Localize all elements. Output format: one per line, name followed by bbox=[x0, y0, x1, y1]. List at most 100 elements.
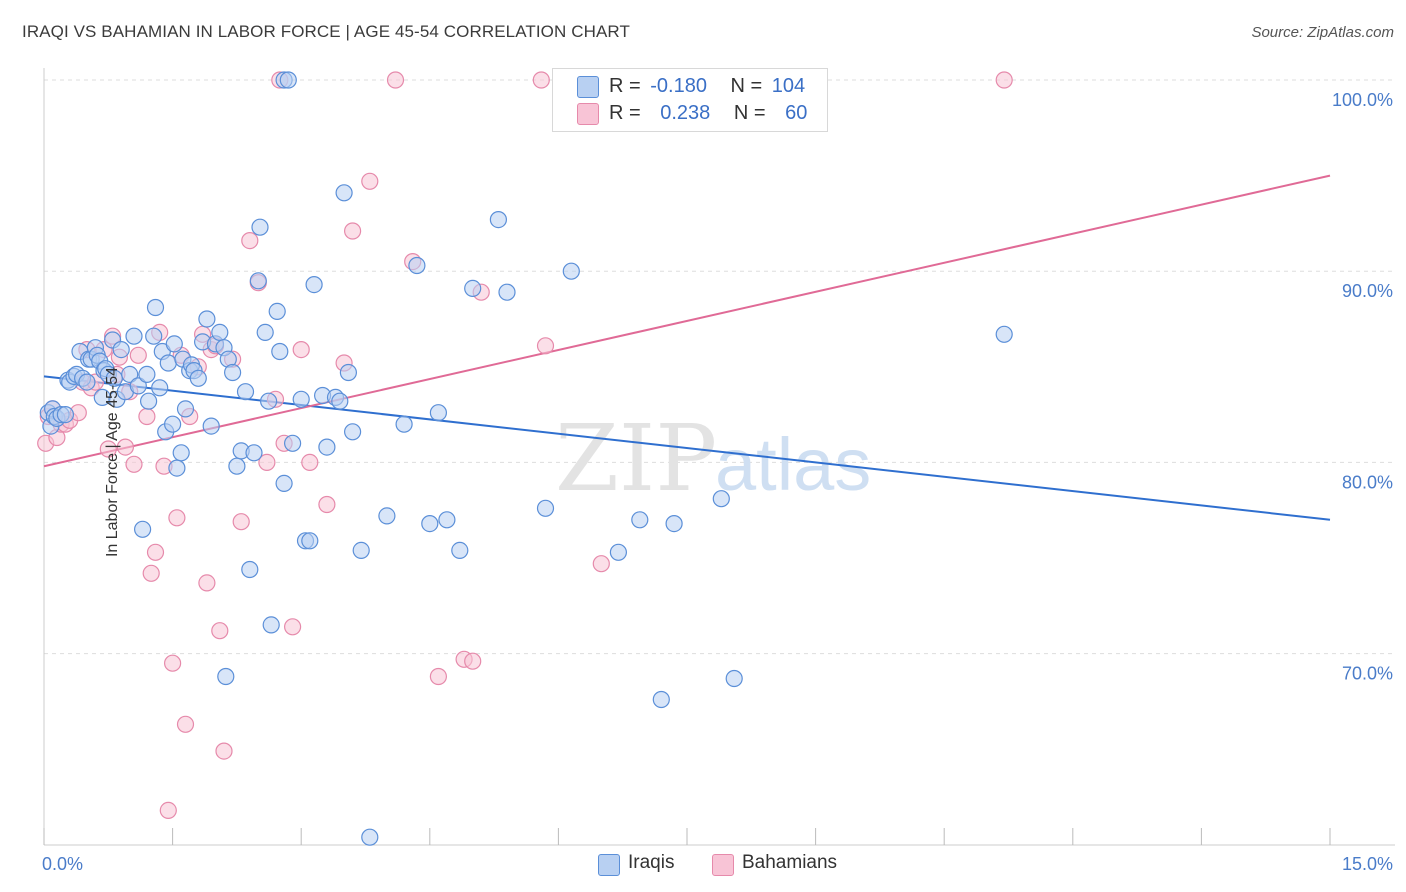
bahamians-point bbox=[146, 543, 165, 561]
y-axis-label: In Labor Force | Age 45-54 bbox=[104, 366, 122, 558]
iraqis-points bbox=[39, 71, 1013, 846]
x-tick-label: 15.0% bbox=[1342, 854, 1393, 874]
iraqis-n-value: 104 bbox=[771, 75, 806, 97]
iraqis-point bbox=[305, 276, 323, 294]
bahamians-point bbox=[232, 513, 250, 531]
iraqis-point bbox=[609, 543, 628, 561]
source-label: Source: ZipAtlas.com bbox=[1251, 24, 1394, 41]
iraqis-point bbox=[56, 406, 75, 424]
bahamians-point bbox=[138, 407, 156, 426]
bahamians-point bbox=[241, 232, 259, 250]
bahamians-point bbox=[215, 742, 233, 760]
iraqis-point bbox=[176, 400, 195, 418]
iraqis-point bbox=[335, 184, 353, 202]
bahamians-point bbox=[292, 341, 310, 359]
iraqis-point bbox=[168, 459, 186, 477]
iraqis-point bbox=[138, 365, 156, 383]
bahamians-point bbox=[198, 574, 216, 592]
iraqis-point bbox=[275, 474, 293, 492]
bahamians-point bbox=[995, 71, 1013, 89]
y-tick-label: 90.0% bbox=[1342, 281, 1393, 301]
iraqis-point bbox=[318, 438, 336, 456]
iraqis-point bbox=[489, 211, 507, 229]
iraqis-point bbox=[284, 434, 302, 452]
iraqis-r-value: -0.180 bbox=[650, 75, 707, 97]
iraqis-point bbox=[464, 279, 482, 297]
iraqis-point bbox=[251, 218, 269, 236]
bahamians-point bbox=[532, 71, 550, 89]
y-tick-label: 80.0% bbox=[1342, 472, 1393, 492]
iraqis-point bbox=[245, 444, 263, 462]
iraqis-point bbox=[352, 541, 370, 560]
iraqis-point bbox=[652, 690, 670, 709]
iraqis-point bbox=[292, 390, 310, 408]
bahamians-point bbox=[211, 622, 229, 640]
iraqis-point bbox=[140, 392, 158, 410]
bahamians-point bbox=[361, 172, 379, 190]
iraqis-point bbox=[421, 514, 439, 533]
bahamians-point bbox=[142, 564, 160, 582]
stats-legend: R = -0.180 N = 104 R = 0.238 N = 60 bbox=[552, 68, 828, 132]
iraqis-point bbox=[536, 499, 555, 517]
iraqis-legend-label: Iraqis bbox=[628, 852, 675, 873]
iraqis-point bbox=[228, 457, 246, 475]
iraqis-point bbox=[145, 327, 163, 345]
chart-title: IRAQI VS BAHAMIAN IN LABOR FORCE | AGE 4… bbox=[22, 22, 630, 41]
iraqis-point bbox=[224, 363, 242, 382]
iraqis-legend-swatch bbox=[598, 854, 620, 876]
bahamians-point bbox=[125, 455, 143, 473]
iraqis-point bbox=[260, 392, 278, 410]
iraqis-point bbox=[236, 383, 255, 401]
iraqis-point bbox=[172, 444, 190, 462]
bahamians-r-label: R = bbox=[609, 102, 641, 124]
iraqis-point bbox=[451, 541, 469, 560]
iraqis-point bbox=[995, 325, 1013, 343]
iraqis-point bbox=[165, 335, 183, 353]
y-tick-label: 70.0% bbox=[1342, 664, 1393, 684]
iraqis-point bbox=[211, 323, 229, 341]
bahamians-point bbox=[592, 555, 610, 573]
iraqis-n-label: N = bbox=[730, 75, 763, 97]
bahamians-point bbox=[318, 495, 336, 514]
x-tick-label: 0.0% bbox=[42, 854, 83, 874]
iraqis-point bbox=[262, 616, 280, 634]
iraqis-point bbox=[164, 415, 182, 433]
iraqis-point bbox=[498, 283, 516, 301]
iraqis-point bbox=[408, 256, 426, 275]
bahamians-point bbox=[176, 715, 195, 733]
iraqis-point bbox=[146, 298, 165, 317]
iraqis-point bbox=[125, 327, 143, 345]
iraqis-point bbox=[78, 373, 96, 391]
iraqis-point bbox=[249, 272, 267, 290]
x-tick-labels: 0.0% 15.0% bbox=[42, 854, 1393, 874]
bahamians-point bbox=[386, 71, 405, 89]
iraqis-point bbox=[202, 417, 220, 435]
iraqis-point bbox=[361, 828, 379, 846]
bahamians-point bbox=[164, 654, 182, 672]
iraqis-point bbox=[198, 310, 216, 328]
iraqis-point bbox=[631, 511, 649, 529]
bahamians-n-label: N = bbox=[733, 102, 766, 124]
iraqis-point bbox=[112, 341, 130, 359]
iraqis-point bbox=[331, 392, 349, 410]
iraqis-point bbox=[134, 520, 152, 538]
iraqis-point bbox=[151, 379, 169, 397]
iraqis-point bbox=[256, 323, 274, 341]
iraqis-swatch bbox=[577, 76, 599, 98]
bahamians-point bbox=[301, 453, 319, 471]
iraqis-point bbox=[665, 514, 683, 533]
y-tick-labels: 100.0% 90.0% 80.0% 70.0% bbox=[1332, 90, 1393, 684]
bahamians-point bbox=[284, 618, 302, 636]
trend-lines bbox=[43, 174, 1331, 521]
bahamians-point bbox=[344, 222, 362, 240]
iraqis-point bbox=[301, 532, 319, 550]
iraqis-point bbox=[378, 507, 396, 525]
bahamians-point bbox=[129, 346, 147, 364]
iraqis-r-label: R = bbox=[609, 75, 641, 97]
iraqis-point bbox=[121, 365, 139, 383]
bahamians-swatch bbox=[577, 103, 599, 125]
iraqis-point bbox=[271, 342, 289, 361]
iraqis-point bbox=[344, 423, 362, 441]
watermark-zip: ZIP bbox=[555, 405, 717, 512]
